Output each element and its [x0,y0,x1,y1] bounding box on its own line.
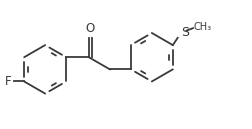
Text: S: S [181,26,189,39]
Text: F: F [5,75,11,88]
Text: O: O [86,22,95,35]
Text: CH₃: CH₃ [194,22,212,32]
